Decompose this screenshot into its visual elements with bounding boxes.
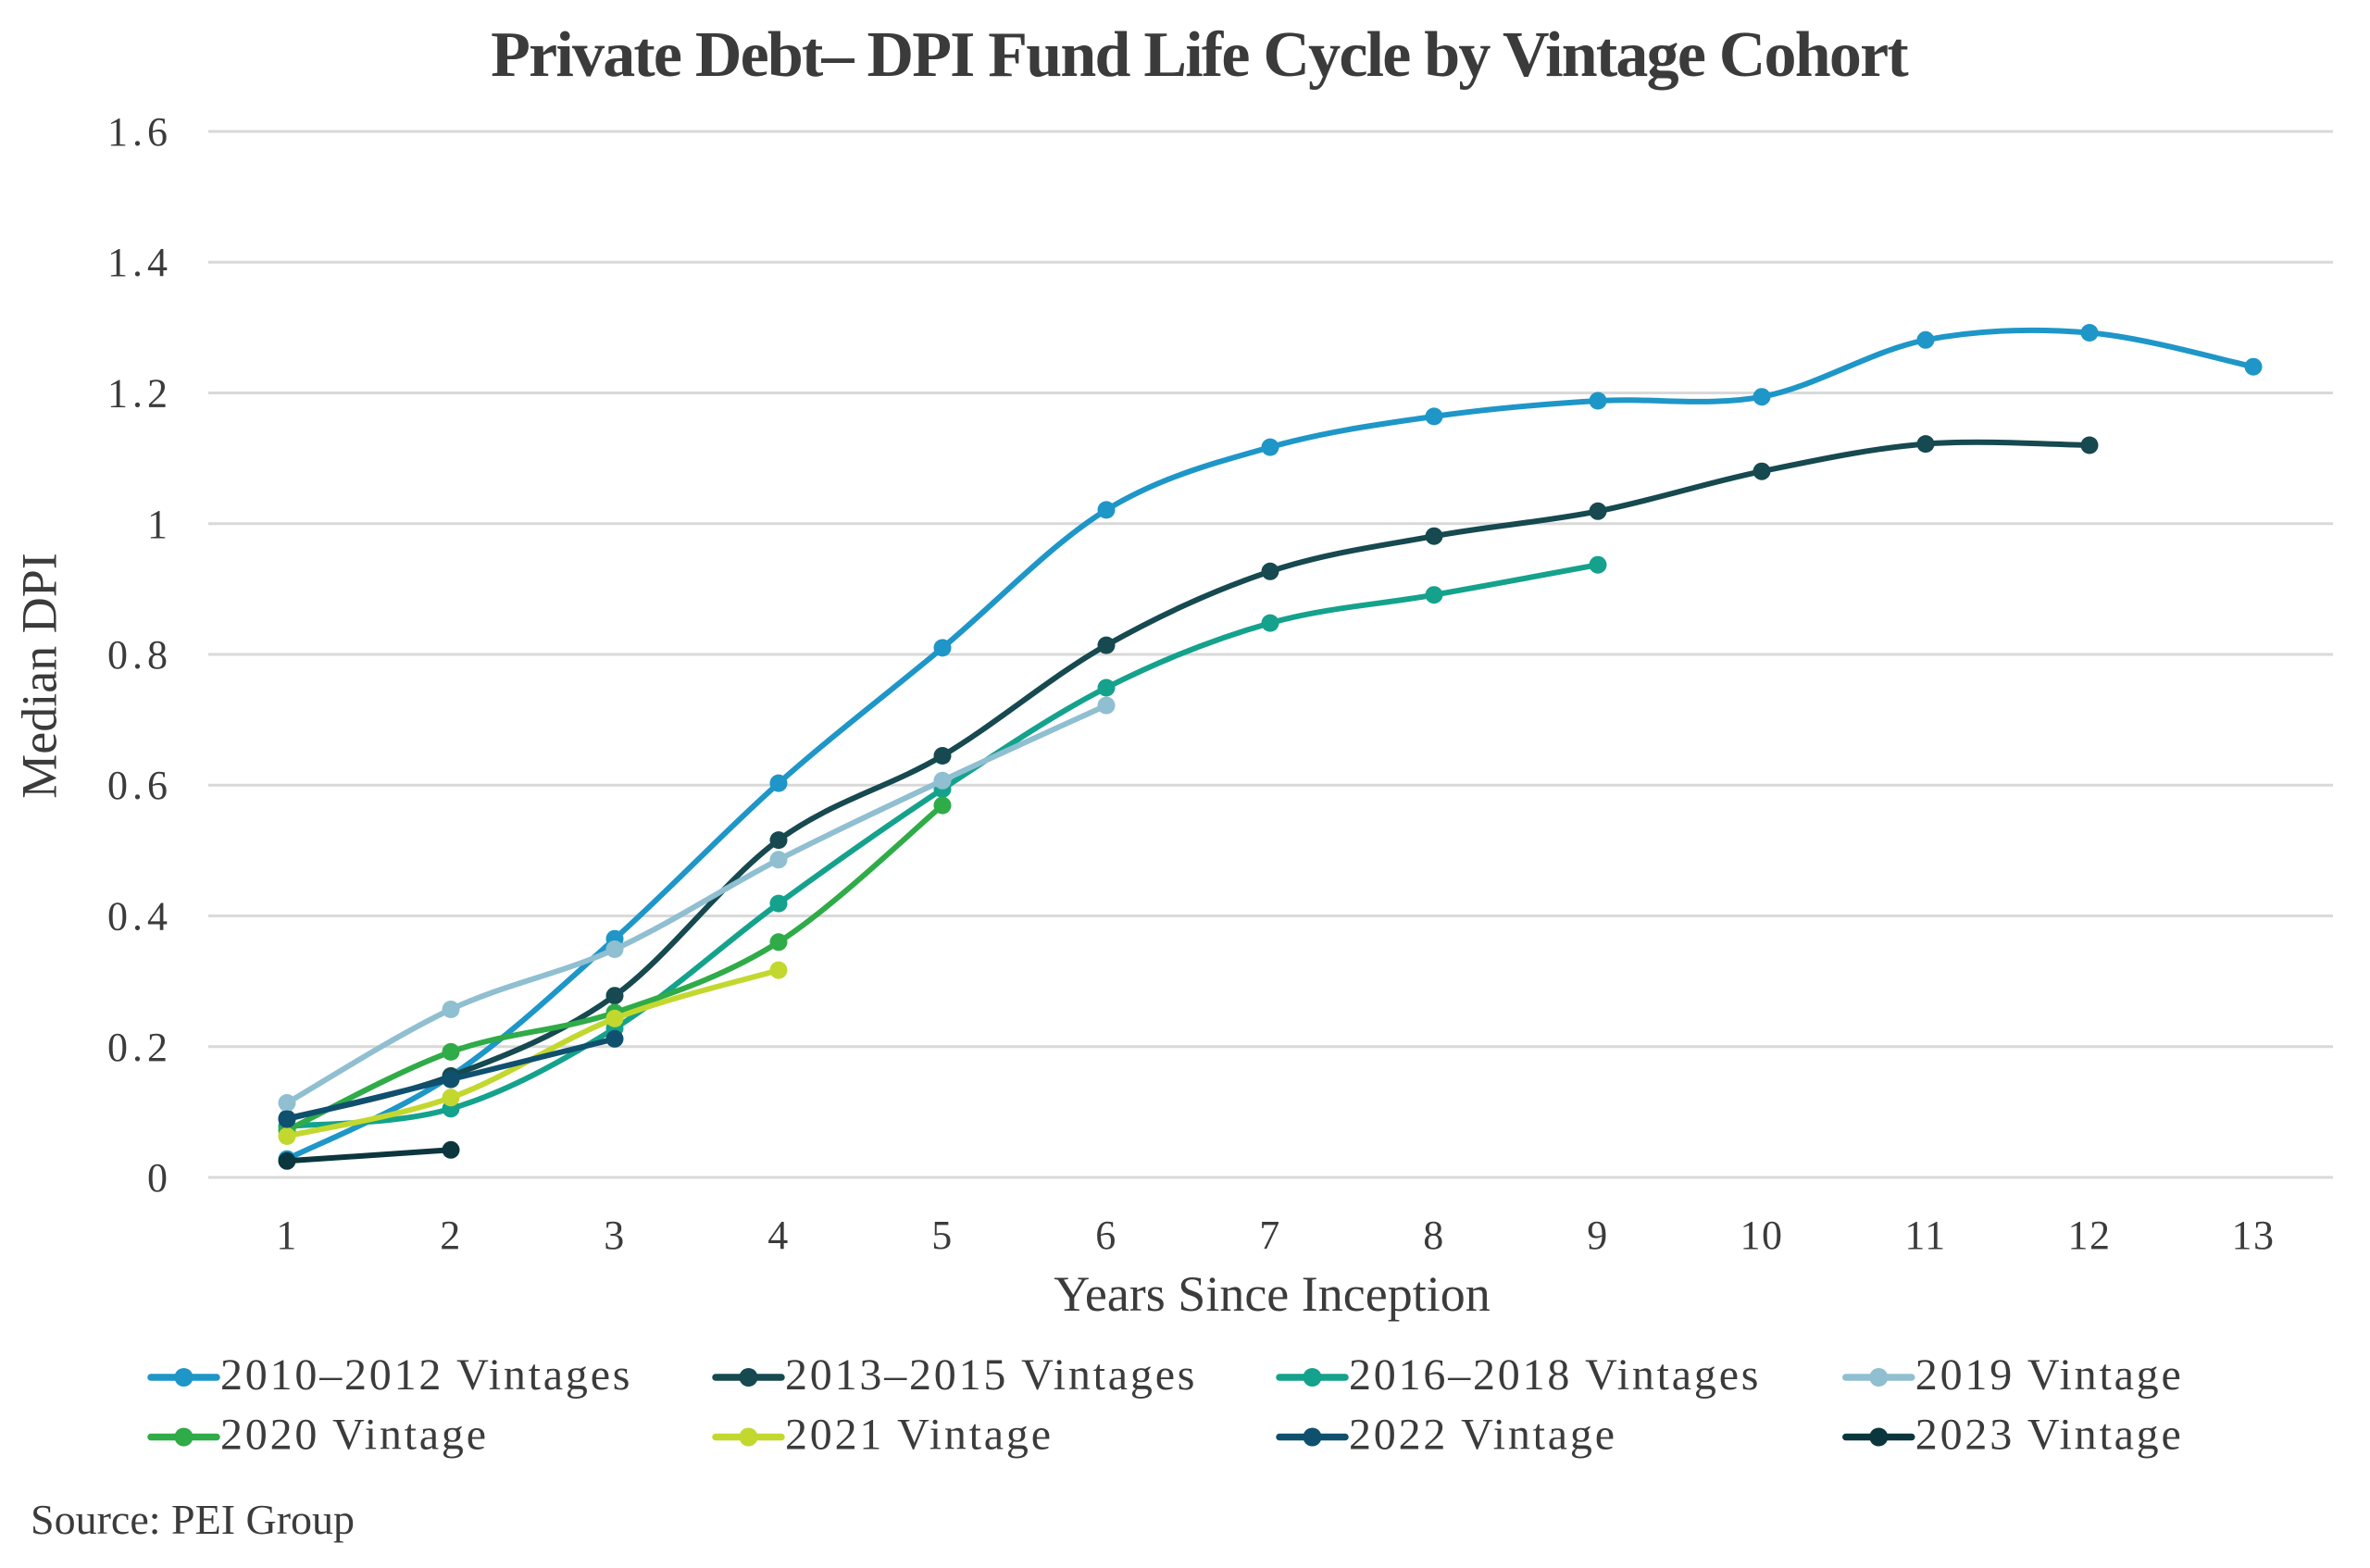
svg-text:2016–2018 Vintages: 2016–2018 Vintages <box>1349 1350 1761 1400</box>
svg-text:1: 1 <box>147 502 172 547</box>
svg-text:7: 7 <box>1259 1213 1281 1258</box>
svg-text:Source: PEI Group: Source: PEI Group <box>31 1496 355 1543</box>
svg-text:2013–2015 Vintages: 2013–2015 Vintages <box>785 1350 1197 1400</box>
svg-text:1.2: 1.2 <box>107 371 172 417</box>
svg-text:1.4: 1.4 <box>107 240 172 285</box>
svg-text:1.6: 1.6 <box>107 109 172 155</box>
svg-text:2010–2012 Vintages: 2010–2012 Vintages <box>220 1350 632 1400</box>
svg-text:4: 4 <box>767 1213 790 1258</box>
svg-text:0.6: 0.6 <box>107 763 172 808</box>
svg-text:11: 11 <box>1904 1213 1946 1258</box>
svg-text:12: 12 <box>2068 1213 2112 1258</box>
svg-text:9: 9 <box>1587 1213 1609 1258</box>
svg-text:2022 Vintage: 2022 Vintage <box>1349 1411 1617 1460</box>
svg-text:0.8: 0.8 <box>107 632 172 678</box>
svg-text:8: 8 <box>1423 1213 1445 1258</box>
svg-text:10: 10 <box>1740 1213 1784 1258</box>
svg-text:Median DPI: Median DPI <box>12 553 68 798</box>
svg-text:2019 Vintage: 2019 Vintage <box>1915 1350 2184 1400</box>
svg-text:0.4: 0.4 <box>107 894 172 940</box>
svg-text:0.2: 0.2 <box>107 1025 172 1070</box>
svg-text:2: 2 <box>440 1213 462 1258</box>
svg-text:0: 0 <box>147 1155 172 1201</box>
svg-text:2021 Vintage: 2021 Vintage <box>785 1411 1054 1460</box>
svg-text:2020 Vintage: 2020 Vintage <box>220 1411 489 1460</box>
svg-text:5: 5 <box>931 1213 954 1258</box>
svg-text:6: 6 <box>1095 1213 1117 1258</box>
svg-text:1: 1 <box>276 1213 298 1258</box>
svg-text:Private Debt– DPI Fund Life Cy: Private Debt– DPI Fund Life Cycle by Vin… <box>491 19 1908 91</box>
svg-text:13: 13 <box>2232 1213 2276 1258</box>
svg-text:2023 Vintage: 2023 Vintage <box>1915 1411 2184 1460</box>
svg-text:Years Since Inception: Years Since Inception <box>1054 1266 1490 1322</box>
svg-text:3: 3 <box>604 1213 626 1258</box>
